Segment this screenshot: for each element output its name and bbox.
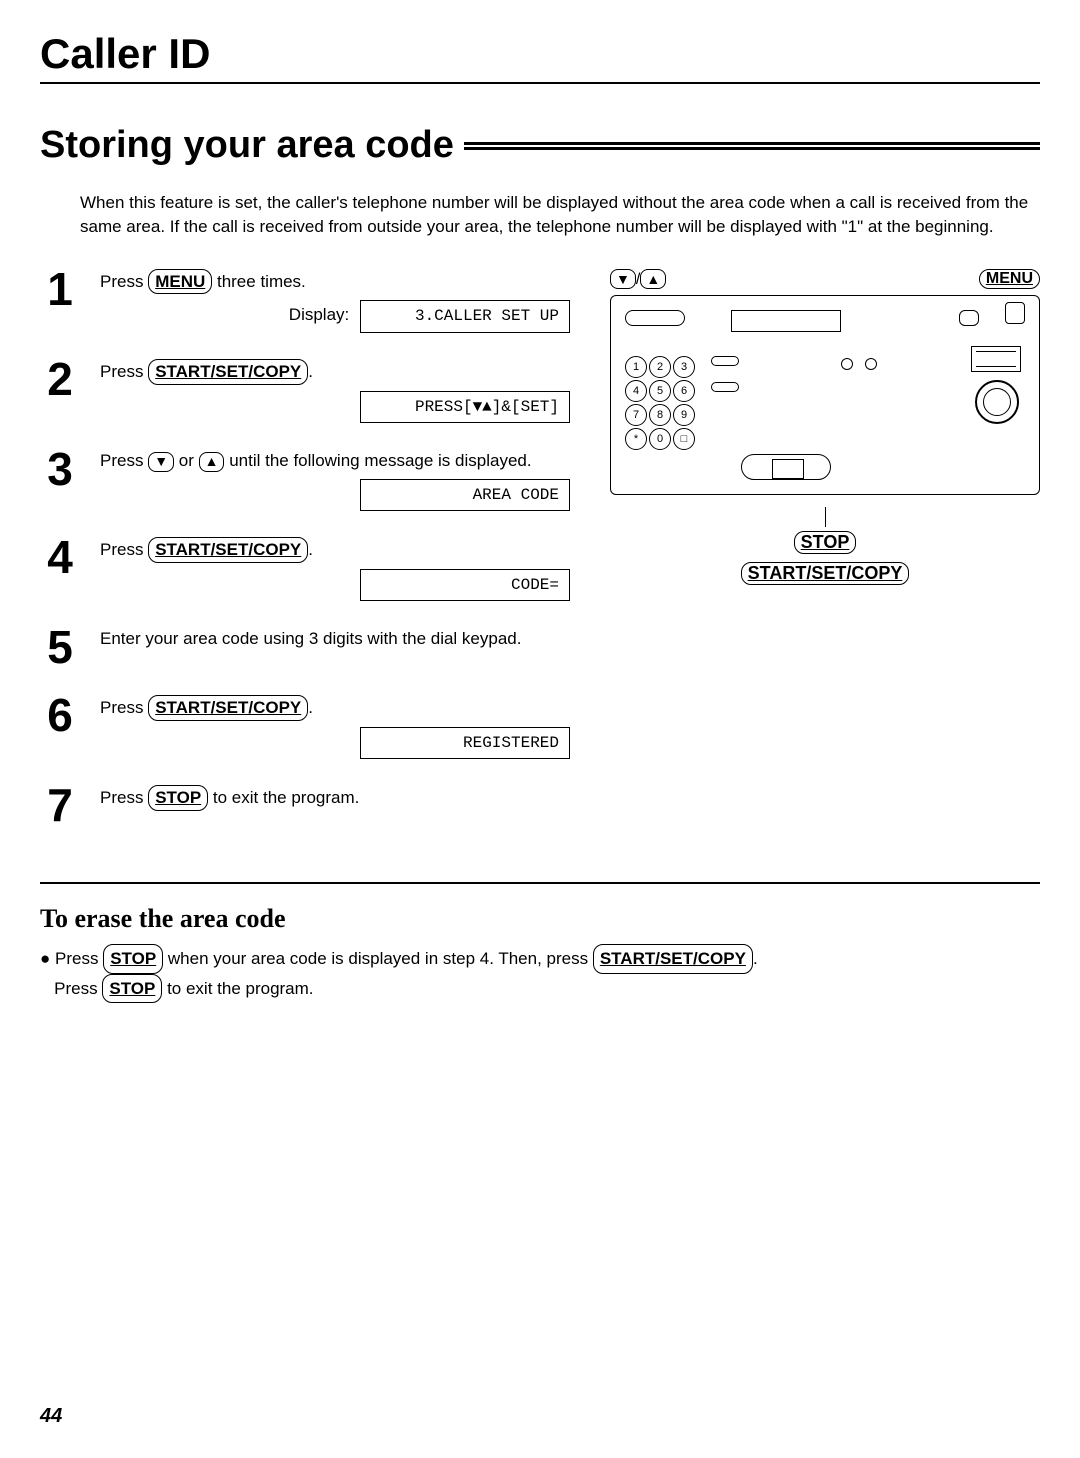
step-number: 5 — [40, 627, 80, 668]
lcd-icon — [731, 310, 841, 332]
antenna-icon — [1005, 302, 1025, 324]
step-number: 2 — [40, 359, 80, 400]
erase-instructions: ● Press STOP when your area code is disp… — [40, 944, 1040, 1002]
section-title: Storing your area code — [40, 124, 1040, 167]
chapter-title: Caller ID — [40, 30, 1040, 84]
step-text-post: to exit the program. — [208, 788, 359, 807]
display-box: 3.CALLER SET UP — [360, 300, 570, 332]
paper-tray-icon — [971, 346, 1021, 372]
title-rule — [464, 142, 1040, 150]
step-4: 4 Press START/SET/COPY. CODE= — [40, 537, 580, 601]
intro-paragraph: When this feature is set, the caller's t… — [40, 191, 1040, 239]
step-text-post: . — [308, 698, 313, 717]
step-1: 1 Press MENU three times. Display: 3.CAL… — [40, 269, 580, 333]
start-set-copy-button: START/SET/COPY — [148, 359, 308, 385]
step-text: Press — [100, 698, 148, 717]
step-text: Press — [100, 540, 148, 559]
handset-icon — [625, 310, 685, 326]
step-2: 2 Press START/SET/COPY. PRESS[▼▲]&[SET] — [40, 359, 580, 423]
start-set-copy-button-label: START/SET/COPY — [741, 562, 910, 585]
display-box: PRESS[▼▲]&[SET] — [360, 391, 570, 423]
section-divider — [40, 882, 1040, 884]
display-box: CODE= — [360, 569, 570, 601]
step-number: 4 — [40, 537, 80, 578]
step-number: 6 — [40, 695, 80, 736]
menu-button-label: MENU — [979, 269, 1040, 289]
stop-button-label: STOP — [794, 531, 857, 554]
stop-button: STOP — [148, 785, 208, 811]
step-text: Press — [100, 788, 148, 807]
small-buttons-icon — [841, 358, 877, 370]
section-title-text: Storing your area code — [40, 124, 454, 167]
stop-button: STOP — [102, 974, 162, 1003]
step-6: 6 Press START/SET/COPY. REGISTERED — [40, 695, 580, 759]
slot-icon — [711, 382, 739, 392]
step-text: Enter your area code using 3 digits with… — [100, 627, 580, 651]
step-text: Press — [100, 451, 148, 470]
fax-device-illustration: 123 456 789 *0□ — [610, 295, 1040, 495]
display-box: AREA CODE — [360, 479, 570, 511]
step-number: 7 — [40, 785, 80, 826]
down-arrow-button: ▼ — [148, 452, 174, 472]
step-number: 1 — [40, 269, 80, 310]
step-text-post: . — [308, 362, 313, 381]
start-set-copy-button: START/SET/COPY — [593, 944, 753, 973]
step-text-post: . — [308, 540, 313, 559]
slot-icon — [711, 356, 739, 366]
step-3: 3 Press ▼ or ▲ until the following messa… — [40, 449, 580, 511]
up-arrow-button: ▲ — [199, 452, 225, 472]
down-arrow-icon: ▼ — [610, 269, 636, 289]
display-box: REGISTERED — [360, 727, 570, 759]
step-7: 7 Press STOP to exit the program. — [40, 785, 580, 826]
step-text: Press — [100, 272, 148, 291]
page-number: 44 — [40, 1405, 62, 1428]
step-number: 3 — [40, 449, 80, 490]
device-diagram: ▼/▲ MENU 123 456 789 *0□ — [610, 269, 1040, 589]
step-text-post: until the following message is displayed… — [224, 451, 531, 470]
jog-dial-icon — [975, 380, 1019, 424]
menu-button: MENU — [148, 269, 212, 295]
speaker-icon — [959, 310, 979, 326]
dialpad-icon: 123 456 789 *0□ — [625, 356, 695, 452]
steps-column: 1 Press MENU three times. Display: 3.CAL… — [40, 269, 580, 853]
erase-title: To erase the area code — [40, 904, 1040, 934]
step-text-post: three times. — [212, 272, 306, 291]
up-arrow-icon: ▲ — [640, 269, 666, 289]
step-text: Press — [100, 362, 148, 381]
display-label: Display: — [289, 303, 349, 327]
control-slot-icon — [741, 454, 831, 480]
stop-button: STOP — [103, 944, 163, 973]
step-5: 5 Enter your area code using 3 digits wi… — [40, 627, 580, 668]
start-set-copy-button: START/SET/COPY — [148, 695, 308, 721]
start-set-copy-button: START/SET/COPY — [148, 537, 308, 563]
